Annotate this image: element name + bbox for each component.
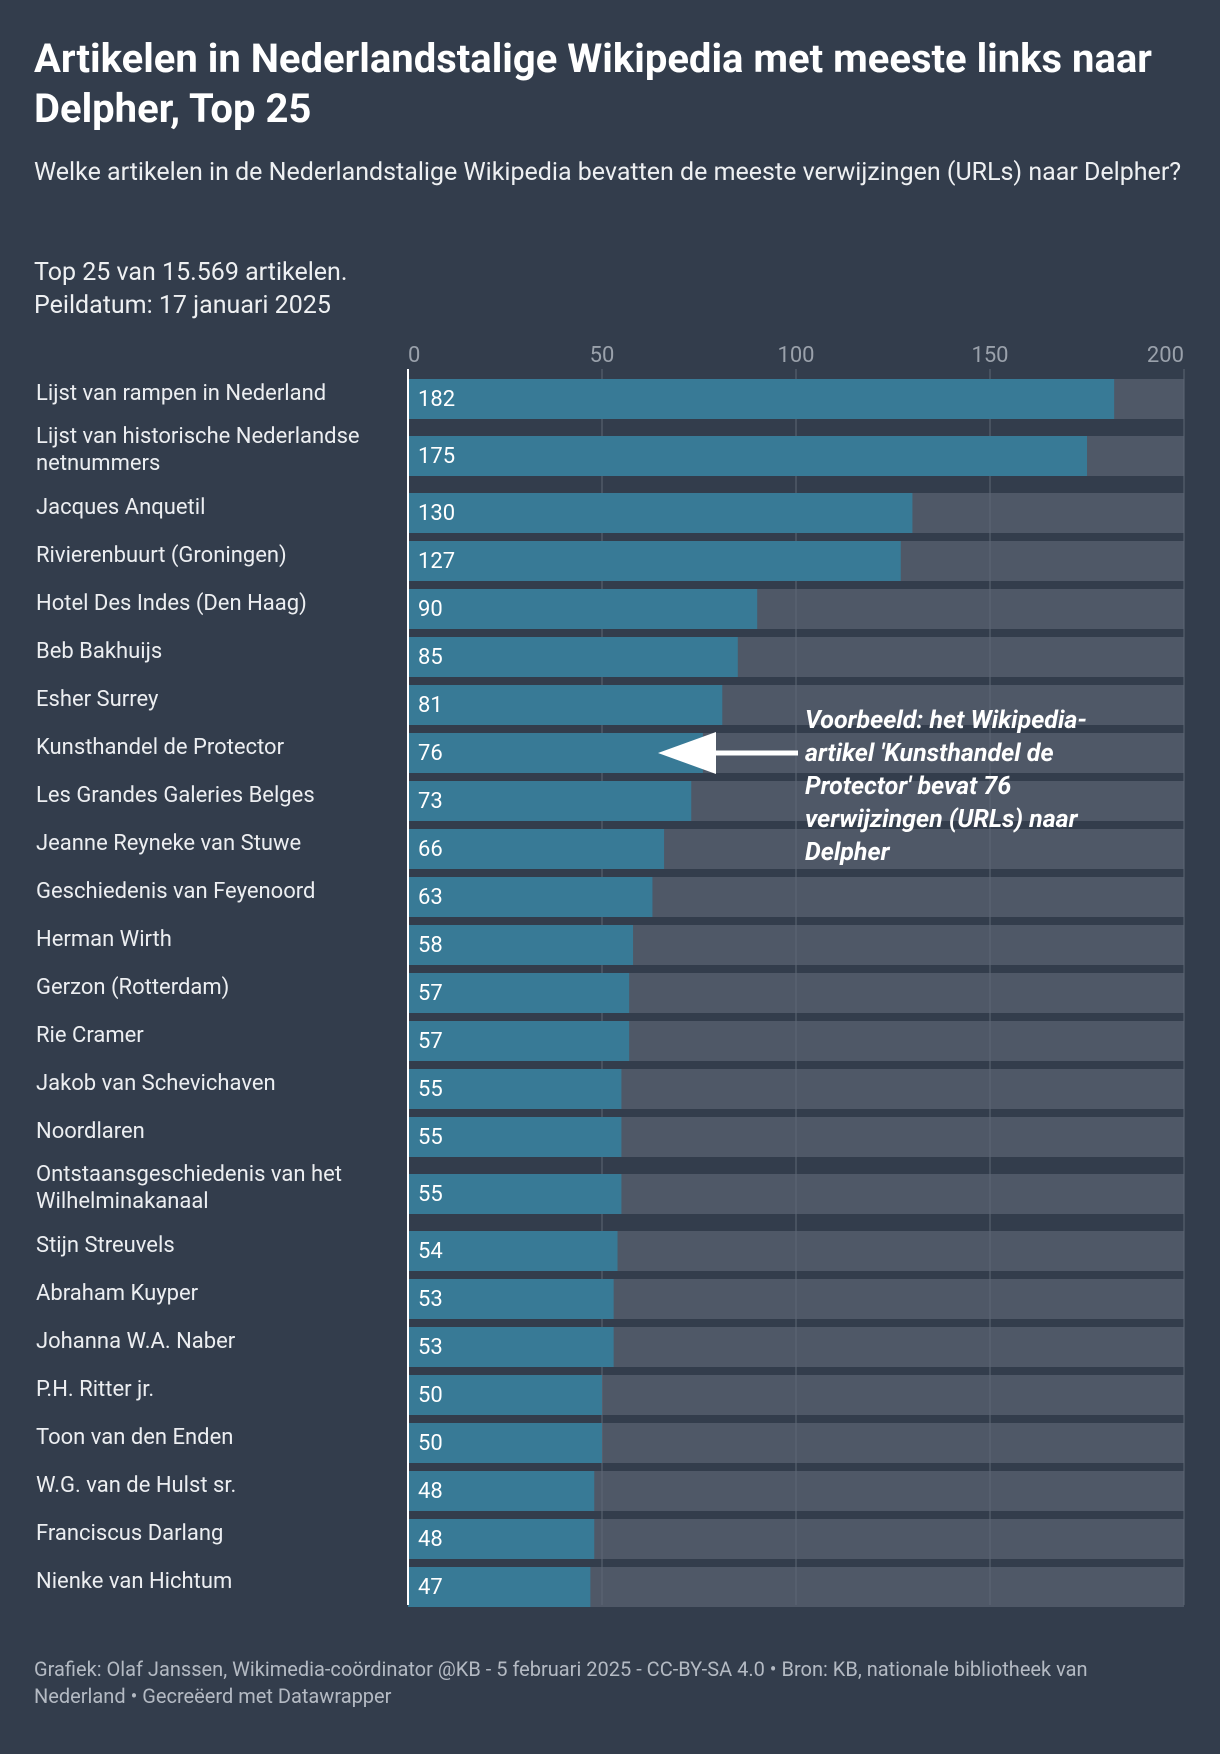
bar — [408, 829, 665, 869]
value-label: 81 — [418, 693, 443, 718]
category-label: Abraham Kuyper — [36, 1280, 199, 1306]
value-label: 130 — [418, 501, 455, 526]
value-label: 48 — [418, 1527, 443, 1552]
value-label: 53 — [418, 1287, 443, 1312]
category-label: Rie Cramer — [36, 1022, 144, 1048]
category-label: Les Grandes Galeries Belges — [36, 782, 315, 808]
category-label: Jeanne Reyneke van Stuwe — [36, 830, 302, 856]
bar — [408, 685, 723, 725]
category-label: Stijn Streuvels — [36, 1232, 175, 1258]
category-label: Lijst van historische Nederlandse netnum… — [36, 424, 360, 476]
bar — [408, 877, 653, 917]
value-label: 76 — [418, 741, 443, 766]
value-label: 127 — [418, 549, 455, 574]
bar — [408, 781, 692, 821]
value-label: 53 — [418, 1335, 443, 1360]
category-label: Noordlaren — [36, 1118, 145, 1144]
category-label: W.G. van de Hulst sr. — [36, 1472, 237, 1498]
category-label: Kunsthandel de Protector — [36, 734, 285, 760]
bar — [408, 637, 738, 677]
category-label: Johanna W.A. Naber — [36, 1328, 236, 1354]
value-label: 57 — [418, 1029, 443, 1054]
footer: Grafiek: Olaf Janssen, Wikimedia-coördin… — [34, 1657, 1088, 1708]
value-label: 55 — [418, 1125, 443, 1150]
value-label: 47 — [418, 1575, 443, 1600]
bar — [408, 1117, 622, 1157]
category-label: Gerzon (Rotterdam) — [36, 974, 230, 1000]
bar — [408, 925, 634, 965]
category-label: Jacques Anquetil — [36, 494, 206, 520]
bar — [408, 1567, 591, 1607]
value-label: 85 — [418, 645, 443, 670]
category-label: Franciscus Darlang — [36, 1520, 224, 1546]
category-label: Geschiedenis van Feyenoord — [36, 878, 316, 904]
value-label: 90 — [418, 597, 443, 622]
bar — [408, 1519, 595, 1559]
category-label: Lijst van rampen in Nederland — [36, 380, 327, 406]
note: Peildatum: 17 januari 2025 — [34, 291, 331, 320]
bar — [408, 493, 913, 533]
x-tick-label: 0 — [408, 343, 420, 368]
bar — [408, 1231, 618, 1271]
bar — [408, 1279, 614, 1319]
category-label: Herman Wirth — [36, 926, 172, 952]
value-label: 182 — [418, 387, 455, 412]
value-label: 55 — [418, 1182, 443, 1207]
annotation: Voorbeeld: het Wikipedia-artikel 'Kunsth… — [805, 706, 1087, 867]
category-label: Hotel Des Indes (Den Haag) — [36, 590, 307, 616]
bar — [408, 1471, 595, 1511]
value-label: 57 — [418, 981, 443, 1006]
value-label: 175 — [418, 444, 455, 469]
category-label: Toon van den Enden — [36, 1424, 234, 1450]
category-label: Jakob van Schevichaven — [36, 1070, 276, 1096]
x-tick-label: 150 — [971, 343, 1008, 368]
value-label: 73 — [418, 789, 443, 814]
category-label: P.H. Ritter jr. — [36, 1376, 155, 1402]
bar — [408, 436, 1087, 476]
bar — [408, 1423, 602, 1463]
chart-subtitle: Welke artikelen in de Nederlandstalige W… — [34, 158, 1182, 187]
value-label: 48 — [418, 1479, 443, 1504]
value-label: 66 — [418, 837, 443, 862]
x-tick-label: 50 — [590, 343, 615, 368]
bar — [408, 1069, 622, 1109]
category-label: Esher Surrey — [36, 686, 159, 712]
value-label: 63 — [418, 885, 443, 910]
x-tick-label: 100 — [777, 343, 814, 368]
category-label: Beb Bakhuijs — [36, 638, 163, 664]
value-label: 54 — [418, 1239, 443, 1264]
bar — [408, 733, 703, 773]
category-label: Nienke van Hichtum — [36, 1568, 233, 1594]
arrow-head — [658, 732, 716, 774]
bar — [408, 589, 758, 629]
value-label: 55 — [418, 1077, 443, 1102]
x-tick-label: 200 — [1147, 343, 1184, 368]
value-label: 50 — [418, 1383, 443, 1408]
category-label: Rivierenbuurt (Groningen) — [36, 542, 287, 568]
bar — [408, 379, 1115, 419]
bar — [408, 1021, 630, 1061]
bar — [408, 973, 630, 1013]
bar — [408, 1174, 622, 1214]
bar — [408, 1375, 602, 1415]
note: Top 25 van 15.569 artikelen. — [34, 258, 348, 287]
bar — [408, 541, 901, 581]
bar — [408, 1327, 614, 1367]
value-label: 58 — [418, 933, 443, 958]
value-label: 50 — [418, 1431, 443, 1456]
chart-title: Artikelen in Nederlandstalige Wikipedia … — [34, 35, 1152, 132]
category-label: Ontstaansgeschiedenis van het Wilhelmina… — [36, 1162, 342, 1214]
